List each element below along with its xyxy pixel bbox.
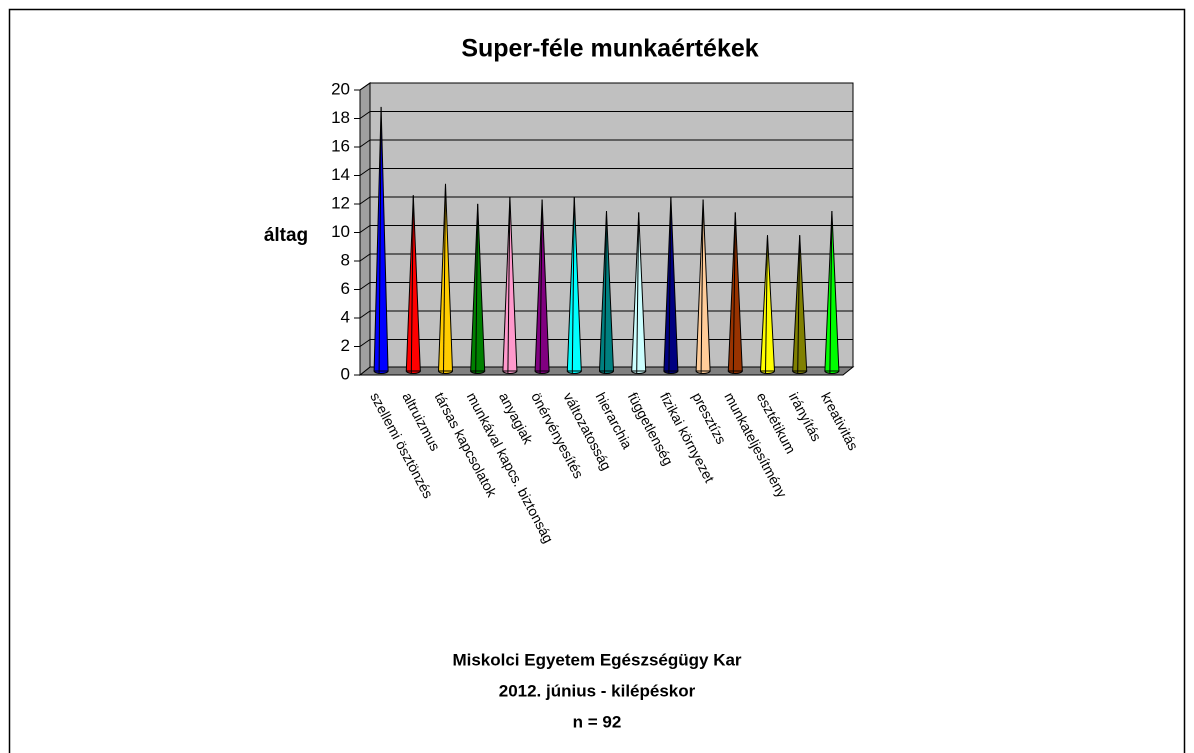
- cone-edge: [668, 196, 672, 374]
- y-axis-label: áltag: [264, 225, 308, 246]
- grid-line: [359, 282, 371, 290]
- cone: [405, 195, 421, 372]
- cone-edge: [797, 235, 801, 374]
- grid-line: [359, 196, 371, 205]
- cone: [598, 210, 615, 372]
- cone-edge: [700, 199, 704, 374]
- cone-edge: [410, 195, 414, 374]
- annotation: n = 92: [573, 712, 622, 731]
- cone-edge: [443, 183, 446, 374]
- cone-edge: [636, 212, 640, 374]
- cone-edge: [378, 106, 382, 374]
- y-tick-label: 18: [331, 108, 350, 127]
- y-tick-label: 8: [341, 250, 350, 269]
- cone-edge: [829, 210, 833, 374]
- y-tick-label: 6: [341, 279, 350, 298]
- cone: [759, 235, 776, 372]
- cone-edge: [539, 199, 543, 374]
- y-tick-label: 0: [341, 364, 350, 383]
- cone-edge: [571, 196, 575, 374]
- grid-line: [359, 310, 371, 319]
- cone: [437, 183, 454, 372]
- cone-edge: [475, 203, 479, 374]
- cone: [824, 210, 840, 372]
- annotation: Miskolci Egyetem Egészségügy Kar: [452, 650, 741, 669]
- cone: [534, 199, 550, 372]
- cone-edge: [765, 235, 768, 374]
- cone-edge: [604, 210, 607, 374]
- y-tick-label: 12: [331, 193, 350, 212]
- cone: [566, 196, 582, 372]
- y-tick-label: 14: [331, 165, 350, 184]
- y-tick-label: 2: [341, 336, 350, 355]
- grid-line: [359, 139, 371, 148]
- grid-line: [359, 225, 371, 233]
- y-tick-label: 10: [331, 222, 350, 241]
- y-tick-label: 16: [331, 136, 350, 155]
- annotation: 2012. június - kilépéskor: [499, 681, 696, 700]
- cone: [502, 196, 518, 372]
- chart-title: Super-féle munkaértékek: [461, 35, 758, 63]
- cone-edge: [732, 212, 736, 374]
- cone: [727, 212, 743, 372]
- y-tick-label: 4: [341, 307, 350, 326]
- y-tick-label: 20: [331, 79, 350, 98]
- cone: [663, 196, 679, 372]
- cone: [631, 212, 647, 372]
- grid-line: [359, 111, 371, 119]
- grid-line: [359, 253, 371, 262]
- cone: [792, 235, 808, 372]
- cone: [695, 199, 711, 372]
- grid-line: [359, 82, 371, 91]
- cone-edge: [507, 196, 511, 374]
- grid-line: [359, 339, 371, 347]
- cone: [470, 203, 486, 372]
- grid-line: [359, 168, 371, 176]
- cone: [373, 106, 389, 372]
